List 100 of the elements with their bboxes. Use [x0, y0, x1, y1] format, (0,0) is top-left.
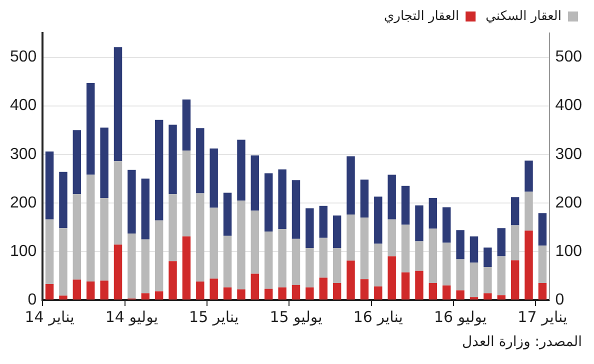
legend-label: العقار التجاري [384, 8, 460, 24]
text: المصدر: وزارة العدل [462, 334, 582, 350]
bar [442, 285, 451, 300]
bar [59, 296, 68, 300]
bar [100, 198, 108, 281]
y2-tick-label: 400 [555, 97, 582, 114]
bar [196, 282, 204, 300]
bar [332, 216, 342, 248]
bar [388, 174, 396, 220]
bar [210, 148, 218, 208]
bar [484, 293, 492, 300]
bar [72, 194, 82, 280]
bar [114, 244, 122, 300]
bar [250, 155, 260, 211]
x-tick-label: يناير 14 [24, 308, 74, 326]
bar [100, 128, 108, 198]
bar [388, 219, 396, 256]
bar [510, 260, 520, 300]
legend-label: العقار السكني [486, 8, 562, 24]
bar [72, 130, 82, 194]
bar [428, 198, 438, 229]
bar [470, 236, 478, 263]
bar [141, 293, 150, 300]
y-tick-label: 100 [10, 242, 37, 260]
bar [168, 261, 177, 300]
bar [374, 196, 382, 244]
bar [223, 192, 232, 236]
bar [484, 248, 492, 267]
bar [401, 272, 410, 300]
bar [497, 228, 506, 256]
bar [196, 128, 204, 194]
bar [114, 47, 122, 162]
bar [59, 228, 68, 296]
bar [456, 290, 464, 300]
bar [45, 284, 54, 300]
bar [319, 238, 328, 278]
bar [182, 236, 191, 300]
bar [128, 170, 136, 234]
bar [415, 241, 424, 271]
x-tick-label: يوليو 15 [270, 308, 322, 326]
bar [86, 282, 95, 300]
bar [401, 224, 410, 272]
bar [497, 295, 506, 300]
bar [168, 124, 177, 194]
bar [524, 160, 533, 192]
bar [442, 207, 451, 243]
bar [196, 193, 204, 282]
bar [456, 230, 464, 260]
bar [538, 283, 547, 300]
bar [86, 83, 95, 175]
bar [360, 180, 369, 218]
bar [306, 208, 314, 248]
y2-tick-label: 500 [555, 48, 582, 66]
bar [456, 259, 464, 290]
bar [484, 266, 492, 294]
bar [182, 150, 191, 236]
bar [100, 280, 108, 300]
bar [538, 213, 547, 246]
bar [497, 256, 506, 296]
y-tick-label: 200 [10, 194, 37, 212]
bar [154, 120, 164, 220]
bar [114, 161, 122, 245]
bar [210, 278, 218, 300]
bar [415, 270, 424, 300]
bar [210, 208, 218, 279]
bar [223, 287, 232, 300]
y2-tick-label: 300 [555, 146, 582, 163]
bar [278, 287, 286, 300]
bar [360, 279, 369, 300]
bar [250, 210, 260, 274]
bar [292, 180, 300, 239]
bar [415, 205, 424, 242]
bar [470, 262, 478, 298]
bar [374, 286, 382, 300]
bar [45, 219, 54, 284]
bar [428, 283, 438, 300]
y-tick-label: 400 [10, 97, 37, 114]
bar [72, 280, 82, 300]
y-tick-label: 0 [28, 291, 37, 308]
bar [154, 291, 164, 300]
bar [237, 289, 246, 300]
bar [401, 186, 410, 225]
bar [306, 248, 314, 288]
bar [510, 225, 520, 260]
bar [538, 246, 547, 284]
bar [141, 178, 150, 240]
bar [223, 236, 232, 288]
bar [278, 169, 286, 230]
bar [319, 206, 328, 238]
bar [306, 287, 314, 300]
bar [374, 244, 382, 286]
bar [524, 230, 533, 300]
bar [250, 274, 260, 300]
bar [278, 229, 286, 288]
bar [264, 173, 273, 232]
bar [292, 284, 300, 300]
bar [442, 242, 451, 286]
bar [237, 140, 246, 200]
bar [45, 151, 54, 220]
y2-tick-label: 200 [555, 194, 582, 212]
